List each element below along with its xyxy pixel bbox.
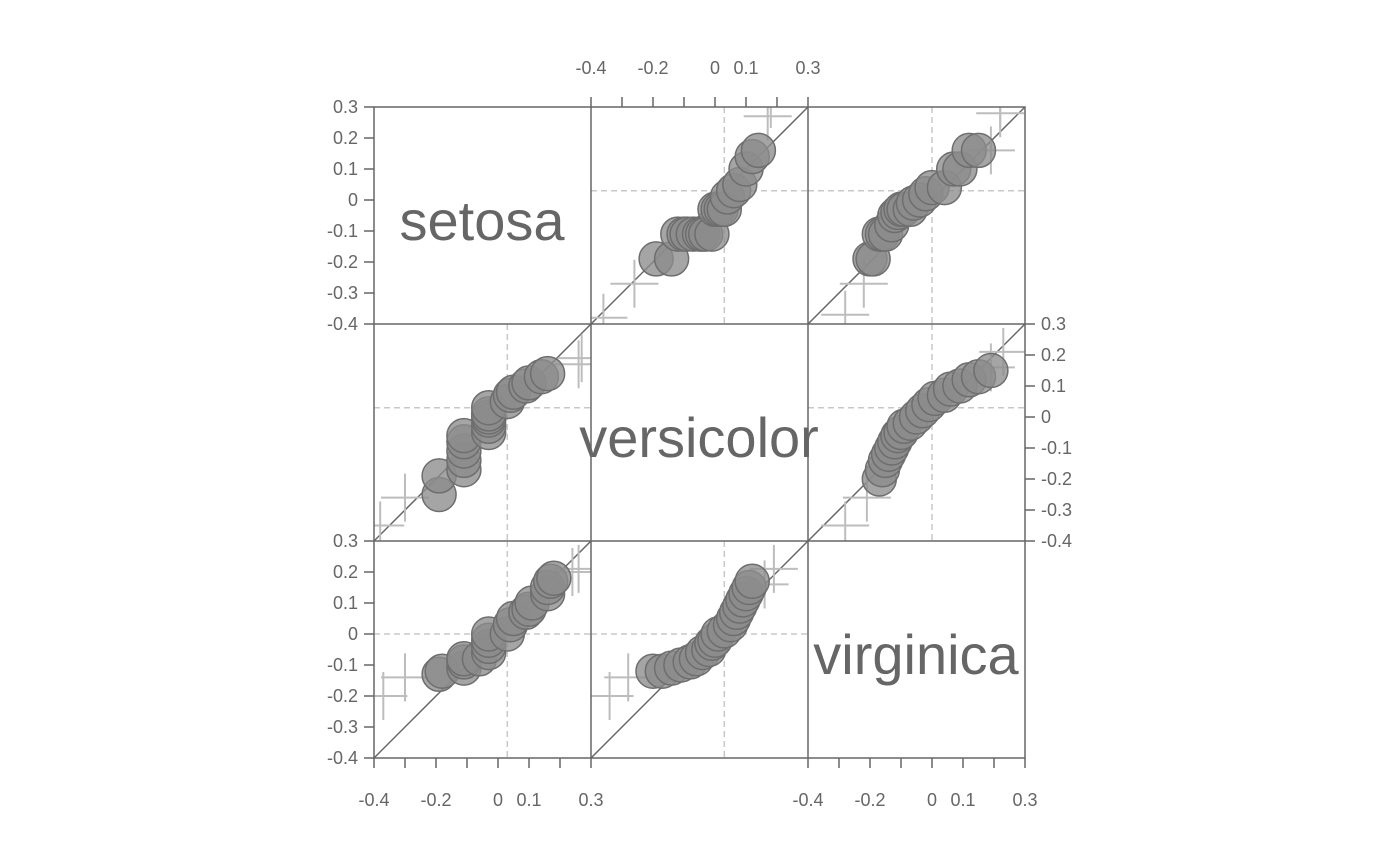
- cross-point: [374, 501, 405, 541]
- cross-point: [381, 653, 429, 702]
- panel-2-0: [374, 541, 591, 758]
- cross-point: [821, 290, 870, 324]
- tick-label: 0.1: [333, 159, 358, 179]
- tick-label: 0.3: [333, 97, 358, 117]
- data-point: [734, 563, 770, 600]
- panel-layer: [374, 107, 1025, 758]
- cross-point: [610, 259, 659, 308]
- tick-label: 0.1: [516, 790, 541, 810]
- top-axis-col-1: -0.4 -0.2 0 0.1 0.3: [575, 58, 821, 107]
- tick-label: 0.3: [795, 58, 820, 78]
- tick-label: -0.1: [327, 655, 358, 675]
- tick-label: 0.3: [578, 790, 603, 810]
- tick-label: -0.2: [327, 252, 358, 272]
- tick-label: -0.4: [358, 790, 389, 810]
- tick-label: -0.3: [1041, 500, 1072, 520]
- tick-label: -0.1: [327, 221, 358, 241]
- left-axis-row-2: 0.3 0.2 0.1 0 -0.1 -0.2 -0.3 -0.4: [327, 531, 374, 768]
- data-point: [529, 355, 566, 392]
- cross-point: [591, 672, 634, 720]
- diag-label-versicolor: versicolor: [579, 406, 819, 469]
- tick-label: -0.2: [420, 790, 451, 810]
- cross-point: [374, 672, 408, 720]
- tick-label: -0.1: [1041, 438, 1072, 458]
- cross-point: [769, 107, 772, 128]
- axes-layer: 0.3 0.2 0.1 0 -0.1 -0.2 -0.3 -0.4 0.3 0.2 0.1 0 -0.1…: [327, 58, 1072, 810]
- cross-point: [743, 107, 792, 141]
- data-point: [536, 560, 572, 596]
- right-axis-row-1: 0.3 0.2 0.1 0 -0.1 -0.2 -0.3 -0.4: [1025, 314, 1072, 551]
- tick-label: -0.4: [792, 790, 823, 810]
- cross-point: [381, 473, 429, 522]
- tick-label: 0.1: [733, 58, 758, 78]
- tick-label: 0.2: [333, 562, 358, 582]
- tick-label: -0.2: [1041, 469, 1072, 489]
- matrix-frame: [373, 106, 1026, 759]
- cross-point: [821, 501, 870, 541]
- tick-label: 0.2: [333, 128, 358, 148]
- tick-label: -0.3: [327, 717, 358, 737]
- panel-1-0: [374, 324, 591, 541]
- tick-label: 0: [348, 624, 358, 644]
- data-point: [973, 352, 1009, 389]
- tick-label: -0.4: [1041, 531, 1072, 551]
- tick-label: 0: [710, 58, 720, 78]
- tick-label: 0.3: [1012, 790, 1037, 810]
- tick-label: 0: [1041, 407, 1051, 427]
- tick-label: 0.1: [1041, 376, 1066, 396]
- panel-0-1: [591, 107, 808, 324]
- tick-label: 0.3: [1041, 314, 1066, 334]
- tick-label: 0.2: [1041, 345, 1066, 365]
- bottom-axis-col-2: -0.4 -0.2 0 0.1 0.3: [792, 758, 1038, 810]
- bottom-axis-col-0: -0.4 -0.2 0 0.1 0.3: [358, 758, 604, 810]
- tick-label: -0.2: [637, 58, 668, 78]
- tick-label: 0.1: [950, 790, 975, 810]
- tick-label: 0: [348, 190, 358, 210]
- panel-0-2: [808, 107, 1025, 324]
- diag-label-virginica: virginica: [813, 623, 1019, 686]
- panel-2-1: [591, 541, 808, 758]
- left-axis-row-0: 0.3 0.2 0.1 0 -0.1 -0.2 -0.3 -0.4: [327, 97, 374, 334]
- tick-label: -0.4: [327, 314, 358, 334]
- cross-point: [557, 334, 591, 383]
- panel-1-2: [808, 324, 1025, 541]
- cross-point: [591, 293, 628, 324]
- data-point: [960, 132, 997, 169]
- tick-label: -0.2: [327, 686, 358, 706]
- tick-label: -0.4: [575, 58, 606, 78]
- tick-label: -0.4: [327, 748, 358, 768]
- tick-label: 0.1: [333, 593, 358, 613]
- tick-label: -0.3: [327, 283, 358, 303]
- data-point: [740, 132, 777, 169]
- tick-label: -0.2: [854, 790, 885, 810]
- cross-point: [999, 107, 1002, 128]
- diag-label-setosa: setosa: [400, 189, 566, 252]
- tick-label: 0: [927, 790, 937, 810]
- tick-label: 0.3: [333, 531, 358, 551]
- tick-label: 0: [493, 790, 503, 810]
